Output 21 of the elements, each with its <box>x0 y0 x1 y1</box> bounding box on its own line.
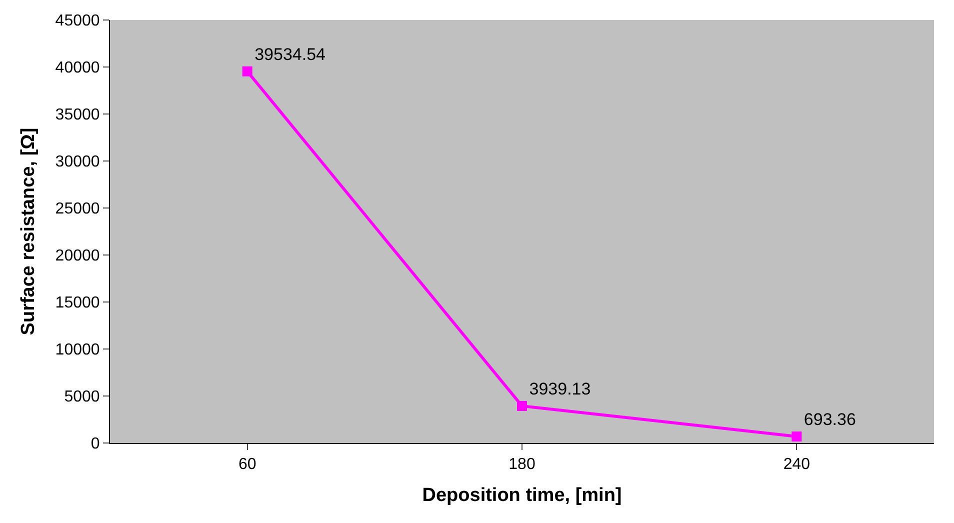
x-tick-label: 60 <box>238 456 256 474</box>
y-tick-label: 30000 <box>55 154 100 171</box>
y-tick-label: 45000 <box>55 12 100 30</box>
x-tick-label: 180 <box>508 456 536 474</box>
data-label: 3939.13 <box>529 379 591 398</box>
data-label: 693.36 <box>804 410 856 429</box>
data-label: 39534.54 <box>254 44 326 64</box>
y-tick-label: 20000 <box>55 248 100 265</box>
y-tick-label: 15000 <box>55 294 100 312</box>
point <box>242 66 252 76</box>
y-tick-label: 5000 <box>64 388 100 406</box>
point <box>517 400 527 411</box>
y-axis-title: Surface resistance, [Ω] <box>18 128 40 336</box>
y-tick-label: 10000 <box>55 342 100 359</box>
point <box>792 431 802 442</box>
y-tick-label: 35000 <box>55 106 100 124</box>
x-axis-title: Deposition time, [min] <box>422 485 622 506</box>
y-tick-label: 40000 <box>55 60 100 77</box>
x-tick-label: 240 <box>783 456 810 474</box>
y-tick-label: 25000 <box>55 200 100 218</box>
y-tick-label: 0 <box>90 436 100 453</box>
